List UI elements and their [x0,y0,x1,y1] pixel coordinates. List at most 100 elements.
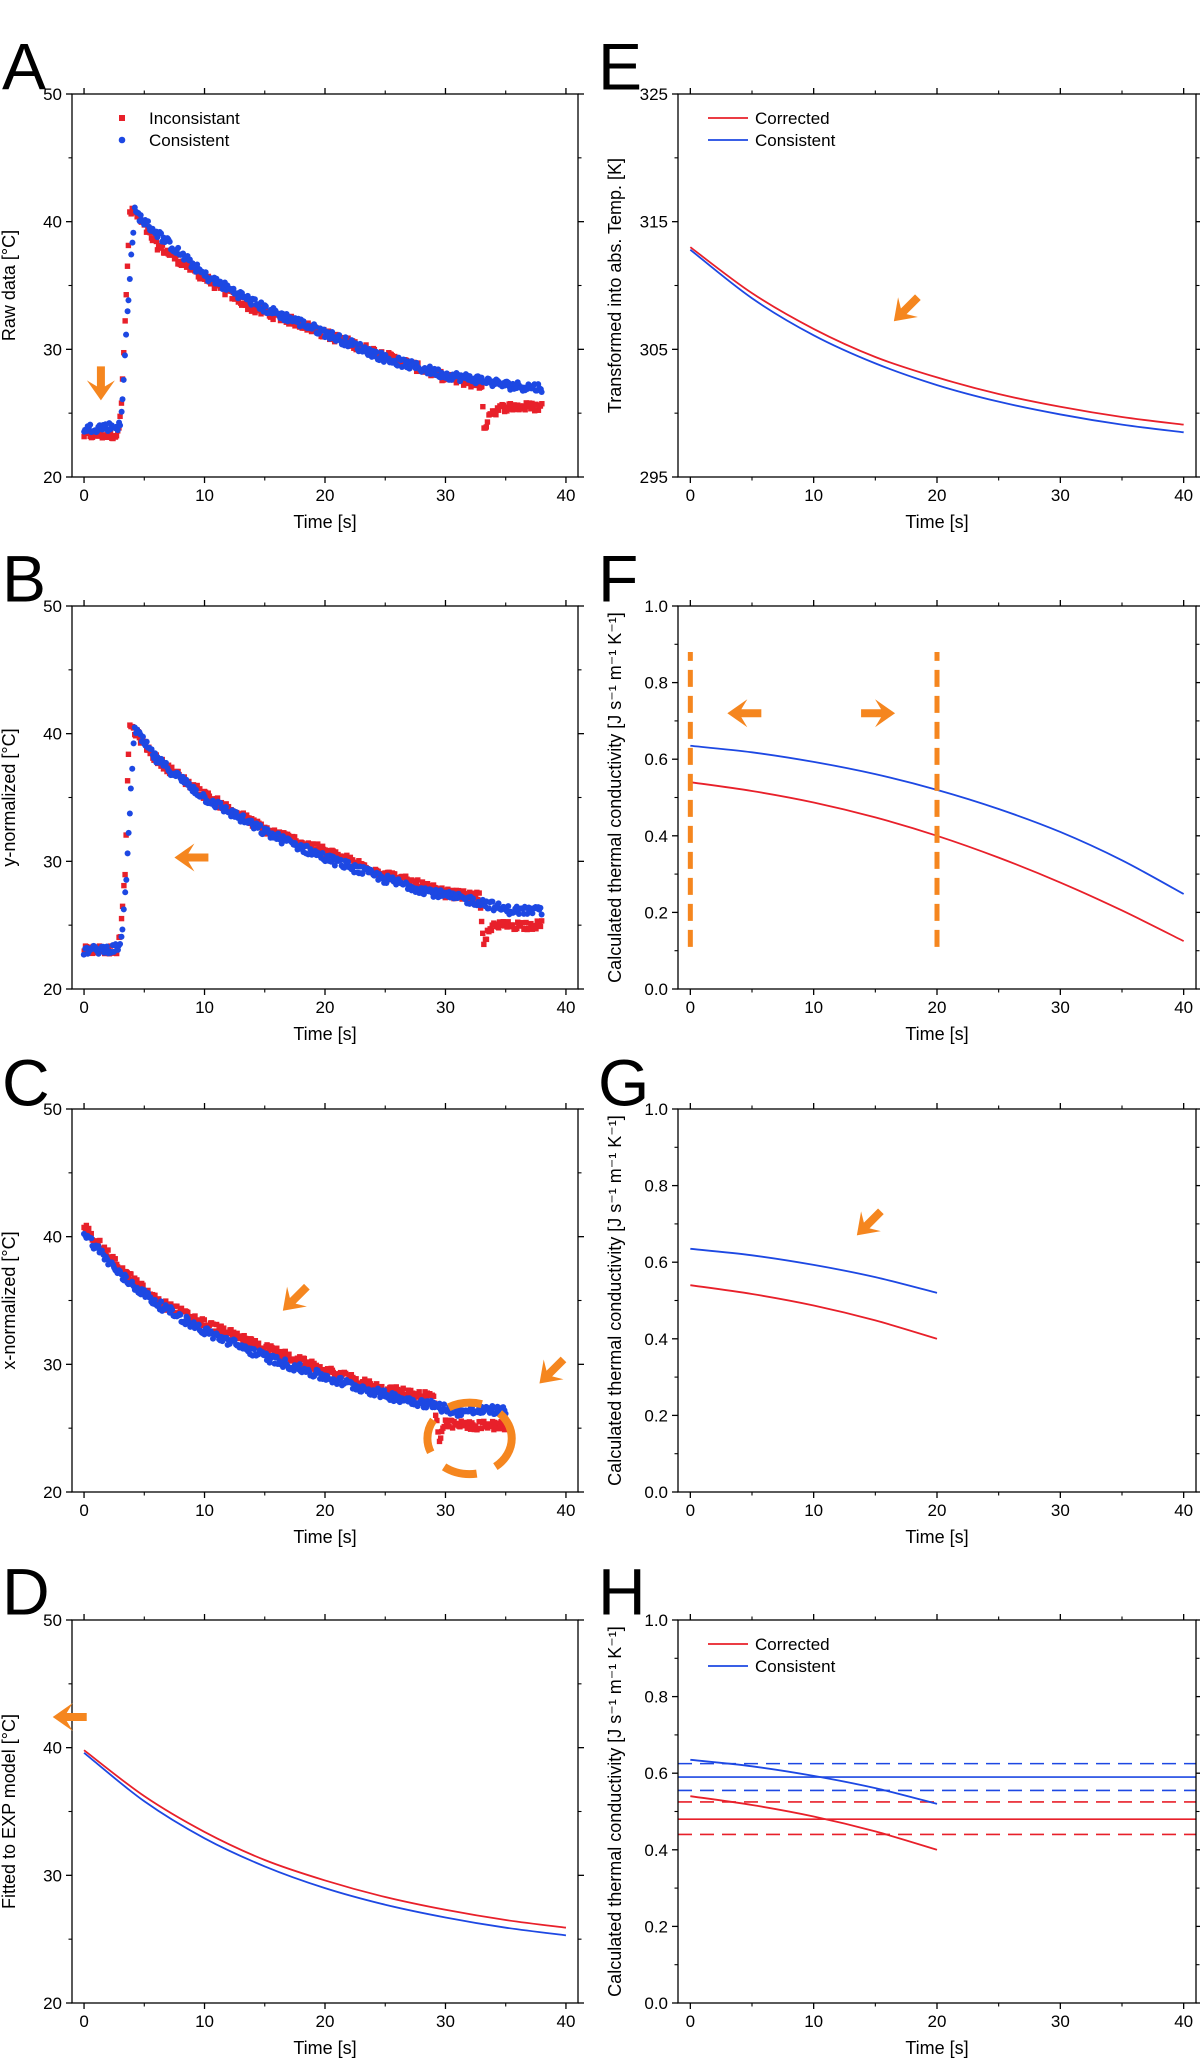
data-point [126,810,133,817]
data-point [514,925,520,932]
annotation-arrow [282,1283,310,1311]
data-point [331,862,338,869]
y-tick-label: 20 [43,1994,62,2013]
data-point [282,1356,289,1363]
data-point [303,1359,309,1366]
panel-g: G 0 10 20 30 40 0.0 0.2 0.4 0.6 0.8 1.0 Time [s] Calc… [598,1045,1200,1547]
plot-frame [71,1619,579,2004]
plot-area [80,1222,509,1445]
data-point [176,258,182,265]
plot-frame [71,605,579,990]
data-point [128,251,135,258]
y-tick-label: 0.0 [644,1483,668,1502]
data-point [461,890,468,897]
data-point [143,738,150,745]
data-point [537,904,544,911]
x-tick-label: 30 [436,1501,455,1520]
y-tick-label: 0.8 [644,1177,668,1196]
data-point [124,308,131,315]
data-point [379,1383,385,1390]
data-point [114,427,121,434]
data-point [370,1382,376,1389]
data-point [480,403,486,410]
data-point [292,323,298,329]
data-point [139,733,146,740]
data-point [192,1313,198,1319]
data-point [251,296,258,303]
data-point [463,1419,469,1426]
annotation-arrow [893,294,921,322]
data-point [408,1387,414,1394]
data-point [208,280,215,286]
data-point [386,869,392,876]
data-point [458,1418,464,1424]
data-point [185,780,192,787]
data-point [478,918,485,925]
data-point [118,400,125,406]
data-point [342,334,349,341]
x-axis-title: Time [s] [905,1527,968,1547]
data-point [240,812,247,819]
data-point [446,1424,452,1430]
data-point [317,1364,323,1370]
data-point [124,778,131,784]
data-point [114,1264,121,1270]
y-axis-title: Transformed into abs. Temp. [K] [605,158,625,413]
data-point [121,352,128,359]
x-tick-label: 10 [195,998,214,1017]
data-point [95,950,102,957]
y-tick-label: 0.8 [644,1688,668,1707]
data-point [436,1438,443,1445]
data-point [520,403,527,409]
series-inconsistant [81,722,545,957]
data-point [365,1386,372,1393]
data-point [539,401,545,407]
series-line-corrected [690,1284,938,1340]
x-tick-label: 10 [195,1501,214,1520]
data-point [86,1225,92,1232]
legend-marker [119,115,125,121]
annotation-arrow [539,1356,567,1384]
data-point [189,1313,195,1320]
series-line-consistent [689,249,1184,434]
data-point [122,871,128,878]
data-point [532,922,538,929]
data-point [424,880,431,887]
data-point [320,1368,327,1374]
data-point [313,1362,320,1369]
data-point [434,1417,440,1424]
data-point [392,353,398,360]
x-tick-label: 30 [1051,2012,1070,2031]
data-point [528,920,534,927]
x-tick-label: 20 [928,2012,947,2031]
data-point [285,832,292,839]
data-point [117,941,124,948]
data-point [118,408,125,415]
data-point [92,1238,98,1244]
data-point [195,1321,202,1328]
panel-letter: C [2,1045,50,1119]
data-point [457,378,464,385]
data-point [342,1370,349,1377]
data-point [491,1426,497,1433]
series-line-consistent [690,744,1185,895]
data-point [430,1393,437,1399]
y-tick-label: 0.2 [644,1406,668,1425]
plot-frame [677,1619,1197,2004]
x-tick-label: 30 [1051,998,1070,1017]
legend-label: Consistent [149,131,230,150]
y-tick-label: 30 [43,1866,62,1885]
data-point [206,793,213,799]
data-point [83,1222,90,1229]
data-point [223,801,229,807]
data-point [492,408,498,414]
data-point [344,852,350,859]
x-tick-label: 30 [436,2012,455,2031]
data-point [455,887,462,894]
x-tick-label: 40 [1174,486,1193,505]
data-point [366,1378,373,1384]
x-tick-label: 0 [686,998,695,1017]
data-point [151,1297,158,1304]
data-point [270,1346,276,1352]
data-point [119,396,126,403]
